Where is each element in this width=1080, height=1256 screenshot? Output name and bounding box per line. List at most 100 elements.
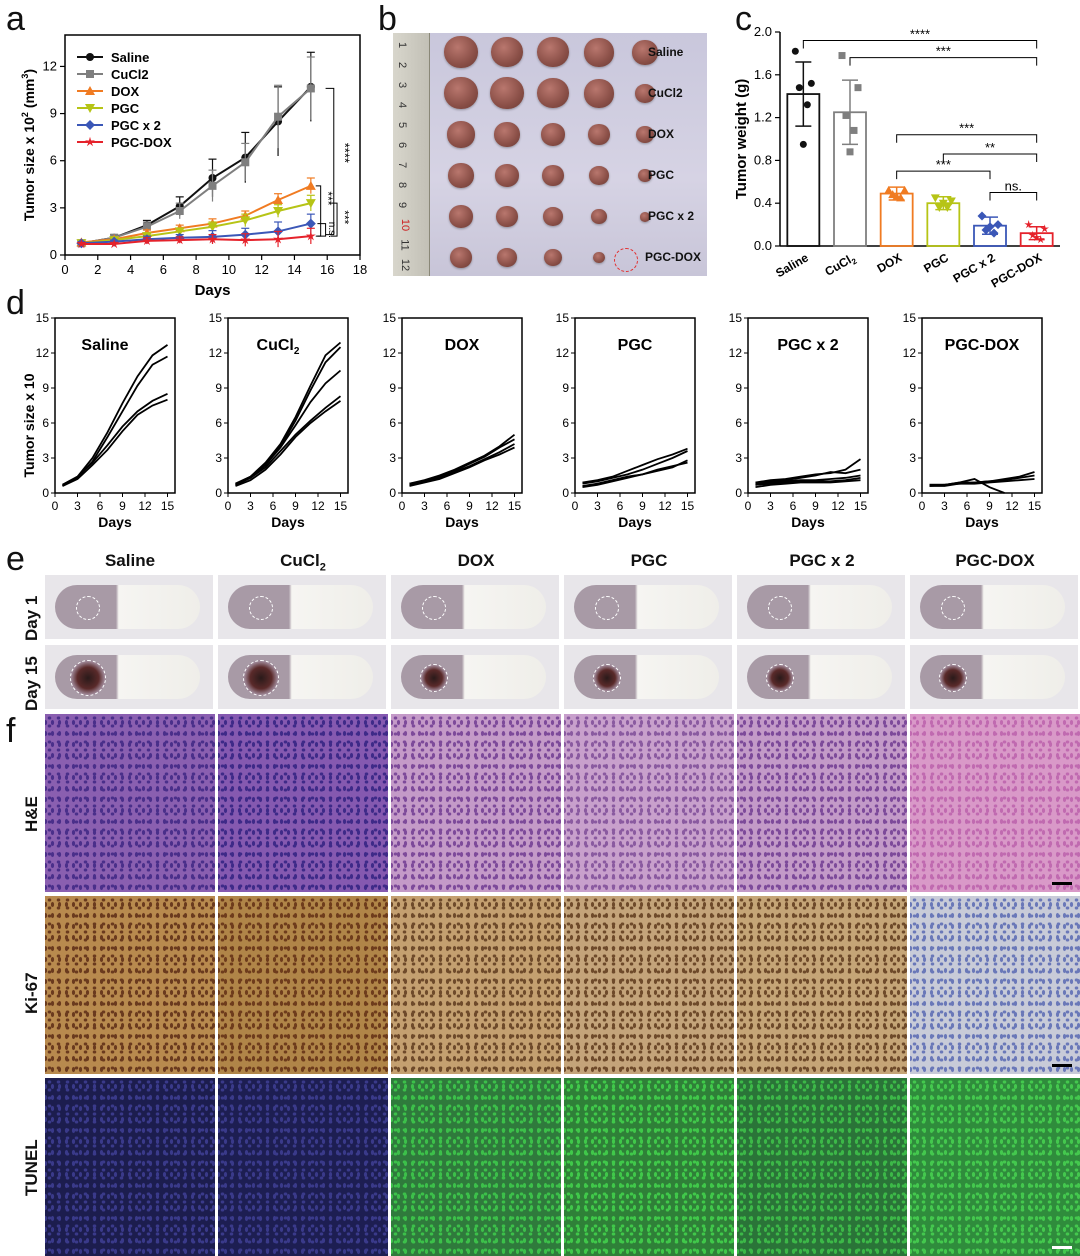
y-tick-label: 0 (909, 486, 916, 500)
ruler-number: 2 (396, 61, 409, 69)
tumor-specimen (542, 165, 564, 186)
tumor-specimen (541, 123, 565, 146)
marker (850, 126, 858, 134)
x-axis-label: Days (445, 514, 479, 530)
x-tick-label: 12 (831, 499, 845, 513)
mouse-photo (910, 645, 1078, 709)
marker (76, 238, 87, 249)
x-tick-label: 16 (320, 262, 334, 277)
x-tick-label: 0 (52, 499, 59, 513)
tumor-circle (420, 664, 448, 692)
tumor-circle (243, 660, 279, 696)
x-axis-label: Days (195, 282, 231, 299)
group-header: PGC (630, 551, 668, 570)
marker (1036, 235, 1045, 244)
marker (273, 234, 284, 244)
individual-line (755, 474, 861, 486)
group-title: CuCl2 (257, 337, 300, 357)
sig-label: n.s. (326, 222, 337, 238)
stain-label: TUNEL (22, 1139, 41, 1196)
marker (274, 112, 283, 121)
x-tick-label: 3 (767, 499, 774, 513)
histology-image (391, 714, 561, 892)
histology-image (391, 896, 561, 1074)
tumor-specimen (497, 248, 517, 267)
individual-line (755, 479, 861, 489)
marker (240, 234, 251, 245)
day-label: Day 15 (22, 656, 41, 711)
marker (892, 192, 902, 201)
marker (85, 136, 95, 147)
tumor-group-label: Saline (648, 45, 684, 59)
individual-line (582, 450, 688, 485)
plot-frame (401, 317, 523, 494)
tumor-specimen (589, 166, 609, 185)
marker (795, 84, 803, 92)
mouse-photo (218, 575, 386, 639)
category-label: Saline (773, 250, 811, 280)
bar (879, 192, 914, 247)
marker (934, 203, 944, 212)
marker (141, 235, 152, 246)
series-line (81, 184, 312, 244)
tumor-specimen (447, 121, 475, 148)
x-tick-label: 3 (74, 499, 81, 513)
individual-line (582, 447, 688, 484)
plot-frame (54, 317, 176, 494)
marker (142, 222, 151, 231)
y-tick-label: 0 (735, 486, 742, 500)
panel-letter-f: f (6, 712, 16, 750)
mouse-photo (391, 645, 559, 709)
x-tick-label: 0 (919, 499, 926, 513)
panel-letter-b: b (378, 0, 397, 38)
x-tick-label: 3 (594, 499, 601, 513)
histology-image (391, 1078, 561, 1256)
marker (807, 79, 815, 87)
histology-image (45, 714, 215, 892)
x-tick-label: 0 (61, 262, 68, 277)
ruler (393, 33, 430, 276)
tumor-specimen (537, 37, 569, 68)
x-tick-label: 6 (97, 499, 104, 513)
marker (989, 228, 999, 238)
y-tick-label: 6 (215, 416, 222, 430)
series-line (81, 202, 312, 245)
x-tick-label: 0 (745, 499, 752, 513)
sig-label: *** (936, 44, 951, 59)
marker (900, 185, 910, 194)
individual-line (235, 395, 342, 486)
ruler-number: 6 (396, 141, 409, 149)
sig-label: **** (337, 143, 352, 163)
sig-label: **** (910, 27, 930, 42)
tumor-specimen (448, 163, 474, 188)
x-axis-label: Days (98, 514, 132, 530)
marker (938, 199, 948, 208)
y-tick-label: 3 (909, 451, 916, 465)
x-tick-label: 0 (572, 499, 579, 513)
ruler-number: 3 (396, 81, 409, 89)
marker (846, 148, 854, 156)
marker (273, 195, 284, 204)
x-tick-label: 14 (287, 262, 301, 277)
category-label: PGC-DOX (989, 250, 1045, 290)
y-tick-label: 12 (729, 346, 743, 360)
plot-frame (921, 317, 1043, 494)
tumor-specimen (584, 38, 614, 67)
marker (884, 185, 894, 194)
x-tick-label: 12 (311, 499, 325, 513)
mouse-photo (737, 645, 905, 709)
tumor-specimen (591, 209, 607, 225)
x-tick-label: 0 (399, 499, 406, 513)
tumor-circle (941, 596, 965, 620)
y-tick-label: 6 (909, 416, 916, 430)
marker (305, 230, 316, 241)
tumor-specimen (543, 207, 563, 226)
marker (305, 218, 316, 229)
individual-line (409, 433, 516, 485)
marker (1040, 224, 1049, 233)
stain-label: Ki-67 (22, 972, 41, 1014)
marker (85, 104, 95, 113)
tumor-specimen (544, 249, 562, 267)
tumor-circle (76, 596, 100, 620)
empty-tumor-circle (614, 248, 638, 272)
